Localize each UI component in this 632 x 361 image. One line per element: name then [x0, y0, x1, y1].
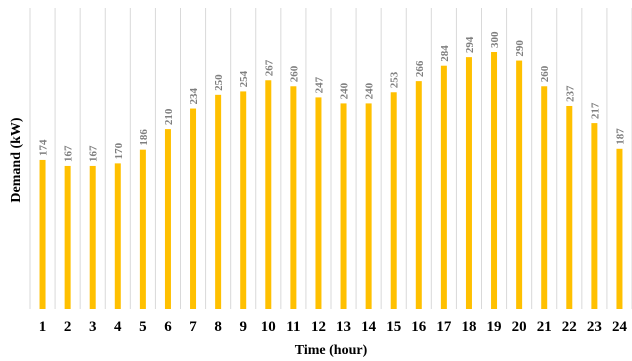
bar	[440, 65, 447, 310]
bar-value-label: 186	[138, 129, 150, 146]
x-tick-label: 2	[64, 319, 72, 335]
x-tick-label: 22	[562, 319, 577, 335]
bar-value-label: 240	[339, 82, 351, 99]
bar	[390, 92, 397, 309]
bar-value-label: 210	[163, 108, 175, 125]
bar	[89, 165, 96, 309]
bar	[365, 103, 372, 310]
bar	[139, 149, 146, 309]
x-tick-label: 11	[286, 319, 300, 335]
bar-value-label: 167	[88, 145, 100, 162]
bar-value-label: 167	[63, 145, 75, 162]
x-tick-label: 1	[39, 319, 47, 335]
bar	[616, 148, 623, 309]
x-tick-label: 7	[189, 319, 197, 335]
bar-value-label: 250	[213, 74, 225, 91]
bar-value-label: 284	[439, 45, 451, 62]
bar-value-label: 300	[489, 31, 501, 48]
bar-value-label: 217	[589, 102, 601, 119]
x-tick-label: 16	[411, 319, 427, 335]
bar	[64, 165, 71, 309]
chart-grid	[29, 8, 632, 309]
bar	[465, 57, 472, 309]
x-axis-ticks: 1 2 3 4 5 6 7 8 9 10 11 12 13 14 15 16 17 18 19 20 21 22 23 24	[39, 319, 628, 335]
bar-value-label: 260	[288, 65, 300, 82]
bar	[516, 60, 523, 309]
bar	[566, 105, 573, 309]
bar-value-label: 294	[464, 36, 476, 53]
bar	[491, 52, 498, 309]
bar	[215, 94, 222, 309]
bar-value-label: 170	[113, 142, 125, 159]
x-axis-title: Time (hour)	[295, 343, 368, 358]
x-tick-label: 8	[214, 319, 222, 335]
x-tick-label: 6	[164, 319, 172, 335]
x-tick-label: 14	[361, 319, 377, 335]
x-tick-label: 17	[436, 319, 452, 335]
x-tick-label: 19	[487, 319, 502, 335]
x-tick-label: 18	[461, 319, 476, 335]
bar	[190, 108, 197, 309]
bar-value-label: 187	[614, 128, 626, 145]
x-tick-label: 24	[612, 319, 628, 335]
x-tick-label: 3	[89, 319, 97, 335]
bar	[114, 163, 121, 309]
x-tick-label: 15	[386, 319, 401, 335]
x-tick-label: 10	[261, 319, 276, 335]
bar	[340, 103, 347, 310]
bar-value-label: 174	[38, 139, 50, 156]
bar	[164, 129, 171, 309]
bar	[315, 97, 322, 310]
bar	[415, 81, 422, 309]
bar-value-label: 237	[564, 85, 576, 102]
bar-value-label: 247	[313, 76, 325, 93]
chart-data-labels: 174 167 167 170 186 210 234 250 254 267 260 247 240 2…	[38, 31, 627, 162]
bar	[541, 86, 548, 310]
x-tick-label: 20	[512, 319, 527, 335]
x-tick-label: 21	[537, 319, 552, 335]
bar-value-label: 234	[188, 88, 200, 105]
x-tick-label: 9	[239, 319, 247, 335]
x-tick-label: 5	[139, 319, 147, 335]
bar	[240, 91, 247, 309]
bar-value-label: 260	[539, 65, 551, 82]
bar	[591, 123, 598, 309]
y-axis-title: Demand (kW)	[9, 117, 24, 203]
bar	[290, 86, 297, 310]
x-tick-label: 23	[587, 319, 602, 335]
bar-value-label: 266	[414, 60, 426, 77]
x-tick-label: 4	[114, 319, 122, 335]
bar-value-label: 267	[263, 59, 275, 76]
bar	[39, 159, 46, 309]
bar-value-label: 240	[364, 82, 376, 99]
x-tick-label: 12	[311, 319, 326, 335]
x-tick-label: 13	[336, 319, 351, 335]
bar-value-label: 290	[514, 40, 526, 57]
bar	[265, 80, 272, 310]
bar-value-label: 254	[238, 70, 250, 87]
chart-bars	[39, 52, 623, 310]
bar-value-label: 253	[389, 71, 401, 88]
